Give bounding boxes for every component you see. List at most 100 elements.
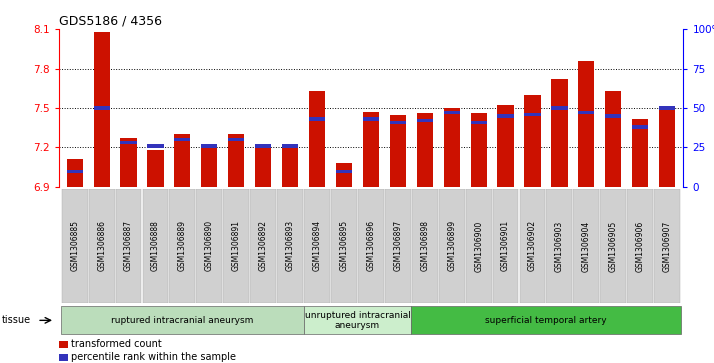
Text: GSM1306892: GSM1306892: [258, 220, 268, 272]
Bar: [573, 189, 599, 303]
Text: GSM1306906: GSM1306906: [635, 220, 645, 272]
Bar: [255, 145, 271, 187]
Bar: [411, 306, 680, 334]
Bar: [228, 134, 244, 187]
Bar: [309, 117, 325, 121]
Bar: [600, 189, 626, 303]
Bar: [605, 114, 621, 118]
Text: GSM1306898: GSM1306898: [421, 220, 429, 272]
Text: GSM1306885: GSM1306885: [70, 220, 79, 272]
Text: GSM1306905: GSM1306905: [609, 220, 618, 272]
Bar: [659, 108, 675, 187]
Bar: [59, 354, 69, 361]
Bar: [143, 189, 169, 303]
Bar: [121, 141, 136, 144]
Bar: [89, 189, 114, 303]
Bar: [66, 159, 83, 187]
Text: GSM1306901: GSM1306901: [501, 220, 510, 272]
Bar: [439, 189, 465, 303]
Bar: [385, 189, 411, 303]
Text: GSM1306897: GSM1306897: [393, 220, 403, 272]
Bar: [466, 189, 491, 303]
Bar: [493, 189, 518, 303]
Text: GSM1306891: GSM1306891: [232, 220, 241, 272]
Bar: [147, 144, 164, 147]
Text: GSM1306890: GSM1306890: [205, 220, 214, 272]
Bar: [498, 105, 513, 187]
Bar: [174, 134, 191, 187]
Bar: [524, 95, 540, 187]
Bar: [578, 111, 595, 114]
Bar: [524, 113, 540, 116]
Bar: [169, 189, 196, 303]
Bar: [201, 145, 218, 187]
Bar: [59, 340, 69, 348]
Text: GSM1306907: GSM1306907: [663, 220, 672, 272]
Text: GSM1306889: GSM1306889: [178, 220, 187, 272]
Bar: [66, 170, 83, 173]
Bar: [443, 108, 460, 187]
Bar: [412, 189, 438, 303]
Bar: [62, 189, 88, 303]
Bar: [304, 189, 330, 303]
Bar: [277, 189, 303, 303]
Bar: [336, 163, 352, 187]
Bar: [363, 112, 379, 187]
Text: transformed count: transformed count: [71, 339, 162, 349]
Text: GSM1306894: GSM1306894: [313, 220, 321, 272]
Bar: [520, 189, 545, 303]
Bar: [443, 111, 460, 114]
Bar: [551, 106, 568, 110]
Bar: [61, 306, 303, 334]
Bar: [363, 117, 379, 121]
Bar: [632, 125, 648, 129]
Bar: [578, 61, 595, 187]
Text: GSM1306888: GSM1306888: [151, 220, 160, 272]
Bar: [417, 119, 433, 122]
Bar: [201, 144, 218, 147]
Text: GSM1306903: GSM1306903: [555, 220, 564, 272]
Text: GSM1306904: GSM1306904: [582, 220, 591, 272]
Bar: [309, 91, 325, 187]
Bar: [174, 138, 191, 141]
Bar: [303, 306, 411, 334]
Bar: [551, 79, 568, 187]
Bar: [94, 106, 110, 110]
Bar: [358, 189, 384, 303]
Bar: [417, 113, 433, 187]
Text: percentile rank within the sample: percentile rank within the sample: [71, 352, 236, 362]
Bar: [628, 189, 653, 303]
Bar: [471, 113, 487, 187]
Bar: [251, 189, 276, 303]
Text: GDS5186 / 4356: GDS5186 / 4356: [59, 15, 161, 28]
Bar: [147, 150, 164, 187]
Text: GSM1306900: GSM1306900: [474, 220, 483, 272]
Bar: [632, 118, 648, 187]
Bar: [390, 115, 406, 187]
Text: unruptured intracranial
aneurysm: unruptured intracranial aneurysm: [305, 311, 411, 330]
Bar: [196, 189, 222, 303]
Bar: [228, 138, 244, 141]
Bar: [390, 121, 406, 124]
Bar: [546, 189, 573, 303]
Text: tissue: tissue: [1, 315, 31, 325]
Text: GSM1306902: GSM1306902: [528, 220, 537, 272]
Text: ruptured intracranial aneurysm: ruptured intracranial aneurysm: [111, 316, 253, 325]
Bar: [255, 144, 271, 147]
Text: GSM1306899: GSM1306899: [447, 220, 456, 272]
Bar: [121, 138, 136, 187]
Bar: [331, 189, 357, 303]
Text: GSM1306893: GSM1306893: [286, 220, 295, 272]
Bar: [659, 106, 675, 110]
Text: GSM1306895: GSM1306895: [339, 220, 348, 272]
Bar: [336, 170, 352, 173]
Text: GSM1306886: GSM1306886: [97, 220, 106, 272]
Bar: [471, 121, 487, 124]
Text: superficial temporal artery: superficial temporal artery: [485, 316, 607, 325]
Text: GSM1306896: GSM1306896: [366, 220, 376, 272]
Bar: [654, 189, 680, 303]
Bar: [116, 189, 141, 303]
Bar: [498, 114, 513, 118]
Text: GSM1306887: GSM1306887: [124, 220, 133, 272]
Bar: [605, 91, 621, 187]
